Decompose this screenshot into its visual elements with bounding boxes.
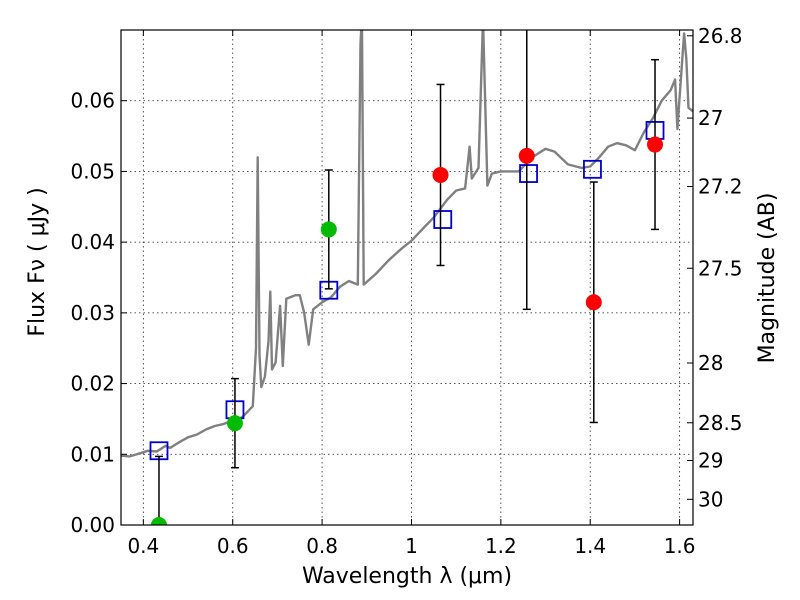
x-tick-label: 1 [405, 534, 418, 558]
y-tick-label: 0.05 [70, 159, 115, 183]
model-square-marker [433, 210, 453, 229]
green-data-point [150, 517, 167, 525]
mag-tick-label: 29 [698, 449, 723, 473]
mag-tick-label: 26.8 [698, 24, 743, 48]
y-tick-label: 0.01 [70, 442, 115, 466]
x-tick-label: 0.6 [217, 534, 249, 558]
mag-tick-label: 27.5 [698, 256, 743, 280]
y-axis-label: Flux Fν ( μJy ) [25, 187, 50, 336]
x-axis-label: Wavelength λ (μm) [302, 564, 512, 589]
red-data-point [647, 136, 664, 153]
y2-axis-label: Magnitude (AB) [755, 193, 780, 364]
plot-frame [120, 29, 694, 526]
x-tick-label: 1.2 [485, 534, 517, 558]
plot-area [121, 30, 693, 525]
mag-tick-label: 28.5 [698, 411, 743, 435]
model-square-marker [583, 159, 602, 179]
model-square-marker [519, 164, 538, 183]
tick-layer [121, 30, 693, 526]
x-tick-label: 1.4 [574, 534, 606, 558]
plot-layer [121, 30, 693, 525]
mag-tick-label: 27.2 [698, 175, 743, 199]
y-tick-label: 0.03 [70, 301, 115, 325]
green-data-point [320, 221, 337, 238]
green-data-point [226, 415, 243, 432]
mag-tick-label: 27 [698, 106, 723, 130]
x-tick-label: 1.6 [664, 534, 696, 558]
red-data-point [432, 166, 449, 183]
red-data-point [518, 147, 535, 164]
grid-layer [121, 30, 693, 526]
mag-tick-label: 28 [698, 351, 723, 375]
y-tick-label: 0.00 [70, 513, 115, 537]
tick-label-layer: 0.4 0.6 0.8 1 1.2 1.4 1.6 0.00 0.01 0.02 0.03 0.04 0… [70, 24, 742, 558]
mag-tick-label: 30 [698, 487, 723, 511]
x-tick-label: 0.4 [127, 534, 159, 558]
y-tick-label: 0.04 [70, 230, 115, 254]
x-tick-label: 0.8 [306, 534, 338, 558]
red-data-point [585, 294, 602, 311]
y-tick-label: 0.02 [70, 372, 115, 396]
y-tick-label: 0.06 [70, 89, 115, 113]
